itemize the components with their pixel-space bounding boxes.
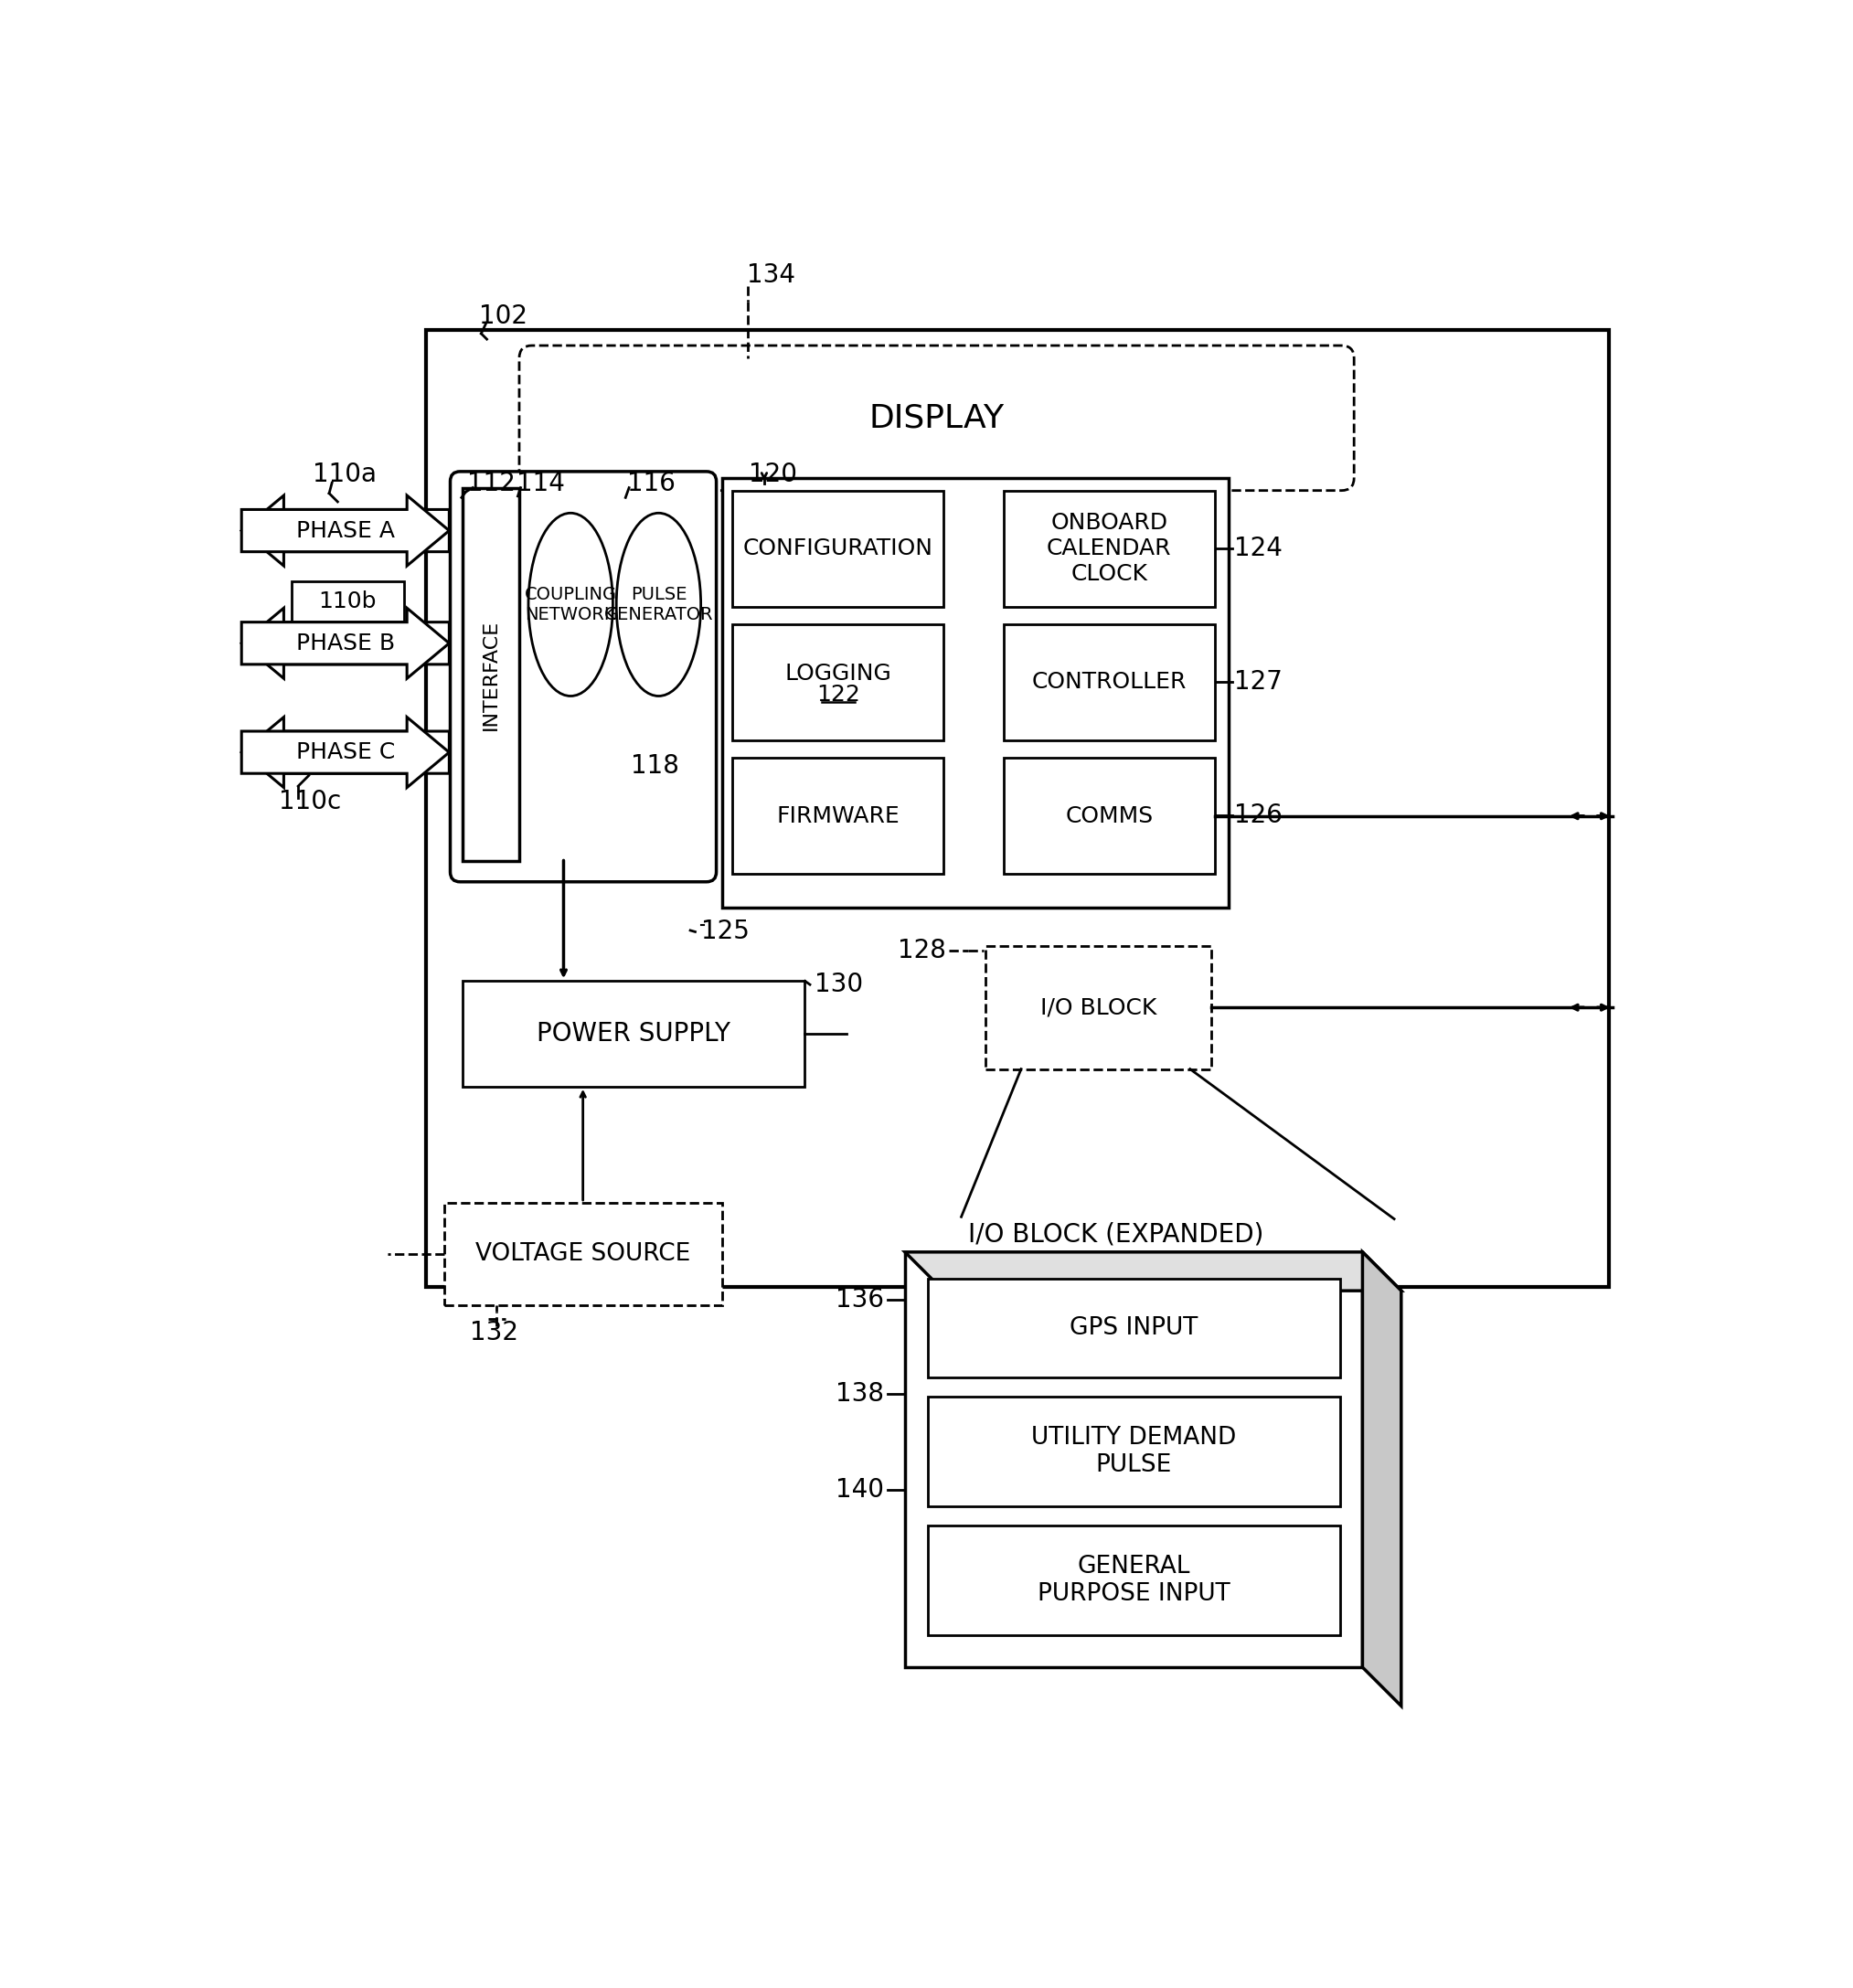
- Bar: [1004, 624, 1216, 740]
- Text: GPS INPUT: GPS INPUT: [1069, 1316, 1197, 1340]
- Text: 130: 130: [815, 972, 863, 998]
- Bar: [732, 757, 943, 875]
- Text: 127: 127: [1234, 670, 1282, 694]
- Text: 110b: 110b: [319, 590, 376, 612]
- Bar: [986, 946, 1212, 1070]
- Polygon shape: [241, 495, 448, 567]
- Text: PULSE
GENERATOR: PULSE GENERATOR: [604, 586, 713, 624]
- Bar: [904, 1252, 1362, 1668]
- FancyBboxPatch shape: [450, 471, 717, 883]
- Text: 125: 125: [700, 918, 749, 944]
- Text: PHASE A: PHASE A: [296, 519, 395, 541]
- Bar: [928, 1398, 1340, 1507]
- Text: 128: 128: [897, 938, 945, 964]
- Bar: [732, 624, 943, 740]
- Bar: [291, 580, 404, 622]
- Text: FIRMWARE: FIRMWARE: [776, 805, 901, 827]
- Text: 120: 120: [749, 461, 797, 487]
- Text: ONBOARD
CALENDAR
CLOCK: ONBOARD CALENDAR CLOCK: [1047, 513, 1171, 584]
- Text: 114: 114: [517, 471, 565, 497]
- Text: 102: 102: [480, 304, 528, 328]
- Text: COUPLING
NETWORK: COUPLING NETWORK: [524, 586, 617, 624]
- Text: 132: 132: [471, 1320, 519, 1346]
- Bar: [928, 1527, 1340, 1634]
- Text: POWER SUPPLY: POWER SUPPLY: [537, 1022, 730, 1046]
- Ellipse shape: [528, 513, 613, 696]
- Bar: [1004, 757, 1216, 875]
- Text: 138: 138: [836, 1382, 884, 1408]
- Bar: [445, 1203, 723, 1304]
- Text: INTERFACE: INTERFACE: [482, 620, 500, 730]
- Text: 122: 122: [815, 684, 860, 706]
- Text: I/O BLOCK (EXPANDED): I/O BLOCK (EXPANDED): [969, 1223, 1264, 1246]
- Polygon shape: [241, 718, 448, 787]
- Text: VOLTAGE SOURCE: VOLTAGE SOURCE: [476, 1242, 691, 1266]
- Text: 110a: 110a: [313, 461, 376, 487]
- Ellipse shape: [617, 513, 700, 696]
- Bar: [732, 491, 943, 606]
- Bar: [426, 330, 1608, 1286]
- Bar: [463, 980, 804, 1087]
- Text: GENERAL
PURPOSE INPUT: GENERAL PURPOSE INPUT: [1038, 1555, 1230, 1606]
- Text: LOGGING: LOGGING: [784, 662, 891, 684]
- Text: DISPLAY: DISPLAY: [869, 402, 1004, 433]
- Text: 140: 140: [836, 1477, 884, 1503]
- Text: 112: 112: [467, 471, 515, 497]
- FancyBboxPatch shape: [519, 346, 1355, 491]
- Text: 136: 136: [836, 1286, 884, 1312]
- Text: 118: 118: [630, 753, 678, 779]
- Bar: [1004, 491, 1216, 606]
- Text: 126: 126: [1234, 803, 1282, 829]
- Text: 124: 124: [1234, 535, 1282, 561]
- Text: 110c: 110c: [278, 789, 341, 815]
- Text: CONFIGURATION: CONFIGURATION: [743, 537, 934, 559]
- Text: I/O BLOCK: I/O BLOCK: [1040, 996, 1156, 1018]
- Bar: [928, 1278, 1340, 1378]
- Polygon shape: [904, 1252, 1401, 1290]
- Text: 134: 134: [747, 262, 795, 288]
- Bar: [723, 477, 1229, 907]
- Polygon shape: [241, 608, 448, 678]
- Bar: [463, 489, 519, 861]
- Text: CONTROLLER: CONTROLLER: [1032, 672, 1186, 694]
- Text: 116: 116: [626, 471, 674, 497]
- Polygon shape: [1362, 1252, 1401, 1706]
- Text: PHASE B: PHASE B: [296, 632, 395, 654]
- Polygon shape: [241, 718, 448, 787]
- Text: COMMS: COMMS: [1065, 805, 1153, 827]
- Polygon shape: [241, 495, 448, 567]
- Polygon shape: [241, 608, 448, 678]
- Text: UTILITY DEMAND
PULSE: UTILITY DEMAND PULSE: [1032, 1425, 1236, 1477]
- Text: PHASE C: PHASE C: [296, 742, 395, 763]
